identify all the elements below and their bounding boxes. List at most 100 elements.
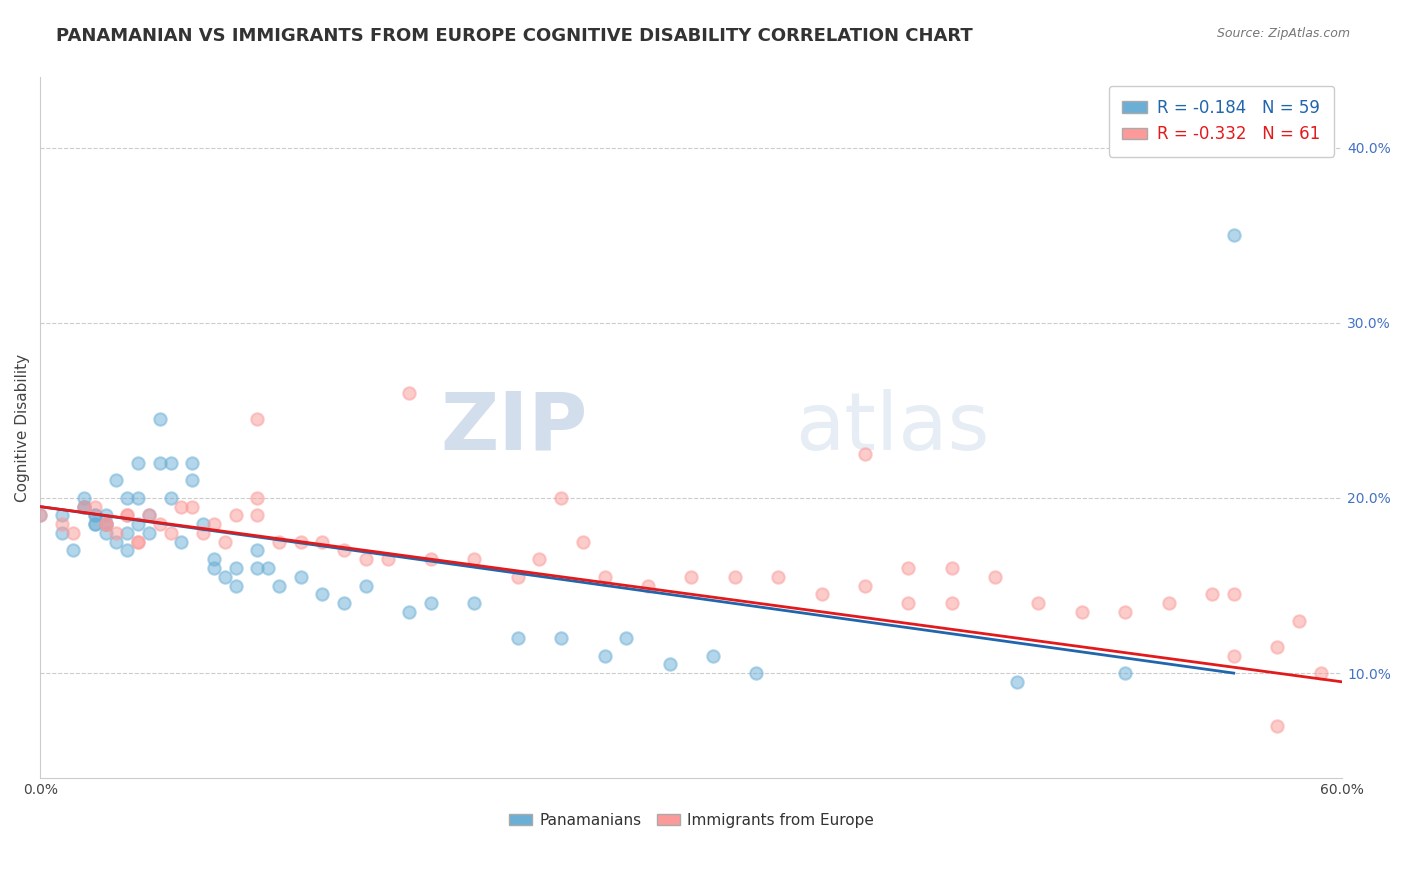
Point <box>766 570 789 584</box>
Point <box>246 508 269 523</box>
Point <box>127 534 149 549</box>
Point <box>1070 605 1092 619</box>
Point <box>115 543 138 558</box>
Point <box>420 552 443 566</box>
Point <box>853 447 876 461</box>
Point <box>149 517 172 532</box>
Point <box>1005 674 1028 689</box>
Point <box>115 525 138 540</box>
Point <box>105 534 128 549</box>
Point <box>214 570 236 584</box>
Point <box>127 534 149 549</box>
Point <box>1223 648 1246 663</box>
Point <box>105 525 128 540</box>
Legend: Panamanians, Immigrants from Europe: Panamanians, Immigrants from Europe <box>502 806 880 834</box>
Point <box>1157 596 1180 610</box>
Point <box>1265 719 1288 733</box>
Point <box>159 491 181 505</box>
Point <box>550 491 572 505</box>
Point <box>1201 587 1223 601</box>
Point <box>1288 614 1310 628</box>
Point <box>73 500 96 514</box>
Point <box>225 578 247 592</box>
Point <box>51 517 73 532</box>
Point <box>637 578 659 592</box>
Point <box>420 596 443 610</box>
Point <box>1223 587 1246 601</box>
Point <box>225 508 247 523</box>
Point <box>191 517 214 532</box>
Point <box>62 543 84 558</box>
Point <box>149 412 172 426</box>
Point <box>853 578 876 592</box>
Point <box>51 525 73 540</box>
Point <box>105 474 128 488</box>
Point <box>138 525 160 540</box>
Point <box>202 561 225 575</box>
Point <box>94 525 117 540</box>
Point <box>984 570 1007 584</box>
Text: atlas: atlas <box>796 389 990 467</box>
Point <box>550 631 572 645</box>
Point <box>170 500 193 514</box>
Point <box>311 534 333 549</box>
Point <box>529 552 551 566</box>
Point <box>83 517 105 532</box>
Point <box>463 596 485 610</box>
Point <box>225 561 247 575</box>
Point <box>94 517 117 532</box>
Point <box>1265 640 1288 654</box>
Point <box>1028 596 1050 610</box>
Point <box>290 570 312 584</box>
Text: ZIP: ZIP <box>440 389 588 467</box>
Point <box>138 508 160 523</box>
Point <box>572 534 595 549</box>
Point <box>810 587 832 601</box>
Point <box>127 491 149 505</box>
Point <box>506 570 529 584</box>
Point <box>30 508 52 523</box>
Point <box>83 517 105 532</box>
Point <box>83 508 105 523</box>
Point <box>1114 666 1136 681</box>
Point <box>73 500 96 514</box>
Point <box>354 552 377 566</box>
Point <box>1309 666 1331 681</box>
Point <box>333 543 356 558</box>
Point <box>377 552 399 566</box>
Point <box>246 491 269 505</box>
Point <box>94 517 117 532</box>
Point <box>1114 605 1136 619</box>
Point <box>398 385 420 400</box>
Point <box>290 534 312 549</box>
Point <box>73 491 96 505</box>
Point <box>941 561 963 575</box>
Point <box>127 456 149 470</box>
Point <box>115 491 138 505</box>
Point <box>941 596 963 610</box>
Text: PANAMANIAN VS IMMIGRANTS FROM EUROPE COGNITIVE DISABILITY CORRELATION CHART: PANAMANIAN VS IMMIGRANTS FROM EUROPE COG… <box>56 27 973 45</box>
Point <box>202 552 225 566</box>
Point <box>138 508 160 523</box>
Point <box>83 508 105 523</box>
Point <box>398 605 420 619</box>
Point <box>191 525 214 540</box>
Point <box>246 412 269 426</box>
Point <box>94 508 117 523</box>
Point <box>333 596 356 610</box>
Point <box>73 500 96 514</box>
Y-axis label: Cognitive Disability: Cognitive Disability <box>15 354 30 502</box>
Point <box>897 596 920 610</box>
Point <box>745 666 768 681</box>
Point <box>267 534 290 549</box>
Point <box>202 517 225 532</box>
Point <box>311 587 333 601</box>
Point <box>62 525 84 540</box>
Point <box>724 570 747 584</box>
Point <box>127 517 149 532</box>
Point <box>593 570 616 584</box>
Point <box>51 508 73 523</box>
Point <box>897 561 920 575</box>
Point <box>83 500 105 514</box>
Point <box>94 517 117 532</box>
